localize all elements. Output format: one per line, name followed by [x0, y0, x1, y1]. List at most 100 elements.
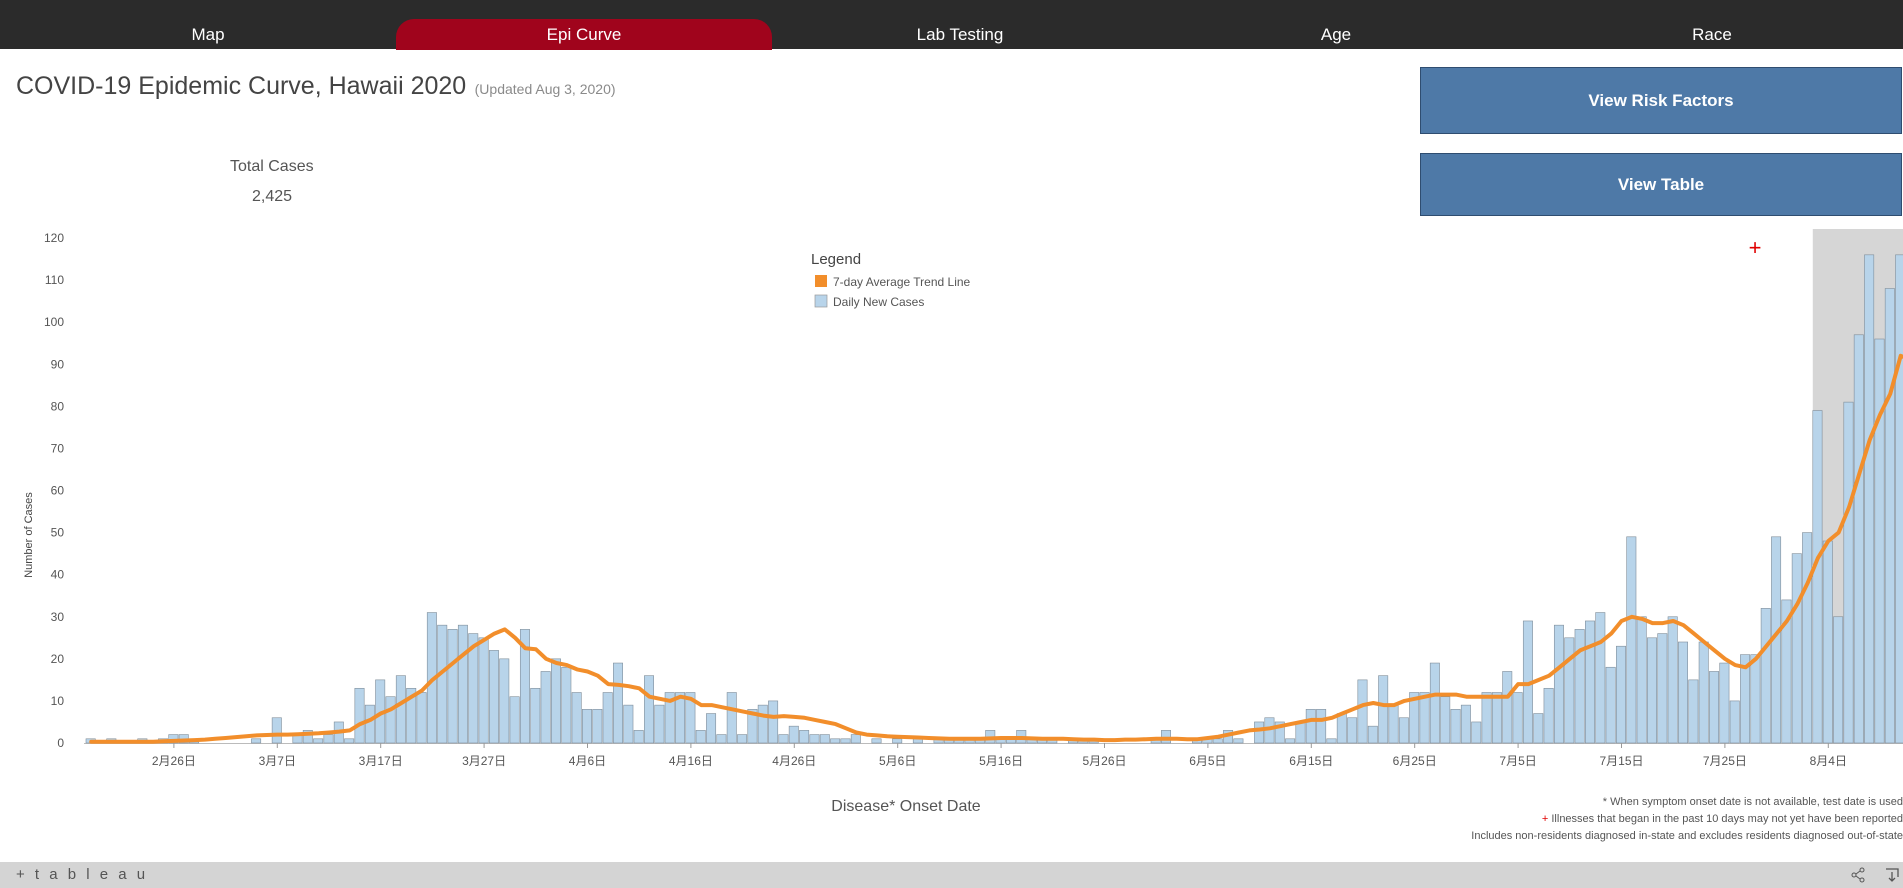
case-bar[interactable] — [1626, 536, 1637, 744]
case-bar[interactable] — [716, 734, 727, 744]
case-bar[interactable] — [1853, 334, 1864, 744]
case-bar[interactable] — [416, 692, 427, 744]
case-bar[interactable] — [1874, 338, 1885, 744]
case-bar[interactable] — [623, 704, 634, 744]
case-bar[interactable] — [768, 700, 779, 744]
case-bar[interactable] — [1212, 738, 1223, 744]
case-bar[interactable] — [871, 738, 882, 744]
case-bar[interactable] — [354, 687, 365, 744]
case-bar[interactable] — [561, 666, 572, 744]
case-bar[interactable] — [1636, 616, 1647, 744]
case-bar[interactable] — [1274, 721, 1285, 744]
case-bar[interactable] — [1460, 704, 1471, 744]
case-bar[interactable] — [1812, 410, 1823, 744]
case-bar[interactable] — [509, 696, 520, 744]
case-bar[interactable] — [1688, 679, 1699, 744]
case-bar[interactable] — [406, 687, 417, 744]
tableau-logo[interactable]: + t a b l e a u — [16, 866, 149, 883]
case-bar[interactable] — [1719, 662, 1730, 744]
case-bar[interactable] — [1512, 692, 1523, 744]
case-bar[interactable] — [302, 730, 313, 744]
case-bar[interactable] — [550, 658, 561, 744]
case-bar[interactable] — [1884, 288, 1895, 744]
case-bar[interactable] — [654, 704, 665, 744]
case-bar[interactable] — [447, 629, 458, 744]
case-bar[interactable] — [757, 704, 768, 744]
case-bar[interactable] — [602, 692, 613, 744]
view-table-button[interactable]: View Table — [1420, 153, 1902, 216]
case-bar[interactable] — [1585, 620, 1595, 744]
case-bar[interactable] — [778, 734, 789, 744]
case-bar[interactable] — [1419, 692, 1430, 744]
case-bar[interactable] — [395, 675, 406, 744]
case-bar[interactable] — [571, 692, 582, 744]
case-bar[interactable] — [1553, 624, 1564, 744]
case-bar[interactable] — [1647, 637, 1657, 744]
case-bar[interactable] — [1336, 713, 1347, 744]
case-bar[interactable] — [819, 734, 830, 744]
case-bar[interactable] — [437, 624, 448, 744]
case-bar[interactable] — [1398, 717, 1409, 744]
case-bar[interactable] — [644, 675, 654, 744]
share-icon[interactable] — [1850, 867, 1866, 883]
case-bar[interactable] — [1357, 679, 1368, 744]
case-bar[interactable] — [685, 692, 696, 744]
case-bar[interactable] — [1616, 645, 1626, 744]
case-bar[interactable] — [1781, 599, 1792, 744]
case-bar[interactable] — [1233, 738, 1244, 744]
case-bar[interactable] — [1760, 608, 1771, 744]
tab-lab-testing[interactable]: Lab Testing — [916, 24, 1004, 44]
tab-epi-curve[interactable]: Epi Curve — [396, 19, 772, 50]
case-bar[interactable] — [1450, 709, 1461, 744]
case-bar[interactable] — [1254, 721, 1265, 744]
case-bar[interactable] — [540, 671, 551, 744]
case-bar[interactable] — [344, 738, 355, 744]
case-bar[interactable] — [1161, 730, 1171, 744]
case-bar[interactable] — [840, 738, 851, 744]
case-bar[interactable] — [1605, 666, 1616, 744]
case-bar[interactable] — [1481, 692, 1492, 744]
case-bar[interactable] — [1533, 713, 1544, 744]
case-bar[interactable] — [1822, 540, 1833, 744]
case-bar[interactable] — [726, 692, 737, 744]
case-bar[interactable] — [323, 734, 334, 744]
case-bar[interactable] — [1295, 721, 1306, 744]
case-bar[interactable] — [457, 624, 468, 744]
case-bar[interactable] — [499, 658, 510, 744]
case-bar[interactable] — [892, 738, 903, 744]
case-bar[interactable] — [664, 692, 675, 744]
case-bar[interactable] — [1843, 401, 1854, 744]
case-bar[interactable] — [809, 734, 820, 744]
case-bar[interactable] — [830, 738, 841, 744]
case-bar[interactable] — [675, 692, 686, 744]
case-bar[interactable] — [1440, 696, 1451, 744]
tab-map[interactable]: Map — [191, 24, 225, 44]
case-bar[interactable] — [1316, 709, 1327, 744]
case-bar[interactable] — [519, 629, 530, 744]
case-bar[interactable] — [1502, 671, 1513, 744]
tab-age[interactable]: Age — [1320, 24, 1352, 44]
case-bar[interactable] — [747, 709, 758, 744]
case-bar[interactable] — [1833, 616, 1844, 744]
case-bar[interactable] — [788, 725, 799, 744]
tab-race[interactable]: Race — [1692, 24, 1732, 44]
case-bar[interactable] — [251, 738, 262, 744]
case-bar[interactable] — [1791, 553, 1802, 744]
case-bar[interactable] — [1698, 641, 1709, 744]
case-bar[interactable] — [582, 709, 592, 744]
view-risk-factors-button[interactable]: View Risk Factors — [1420, 67, 1902, 134]
case-bar[interactable] — [1678, 641, 1688, 744]
case-bar[interactable] — [1429, 662, 1440, 744]
case-bar[interactable] — [1388, 704, 1399, 744]
case-bar[interactable] — [530, 687, 541, 744]
case-bar[interactable] — [1595, 612, 1606, 744]
case-bar[interactable] — [695, 730, 706, 744]
case-bar[interactable] — [1564, 637, 1575, 744]
download-icon[interactable] — [1884, 867, 1900, 883]
case-bar[interactable] — [1543, 687, 1554, 744]
case-bar[interactable] — [1305, 709, 1316, 744]
case-bar[interactable] — [1750, 654, 1761, 744]
case-bar[interactable] — [633, 730, 644, 744]
case-bar[interactable] — [1802, 532, 1813, 744]
case-bar[interactable] — [468, 633, 479, 744]
